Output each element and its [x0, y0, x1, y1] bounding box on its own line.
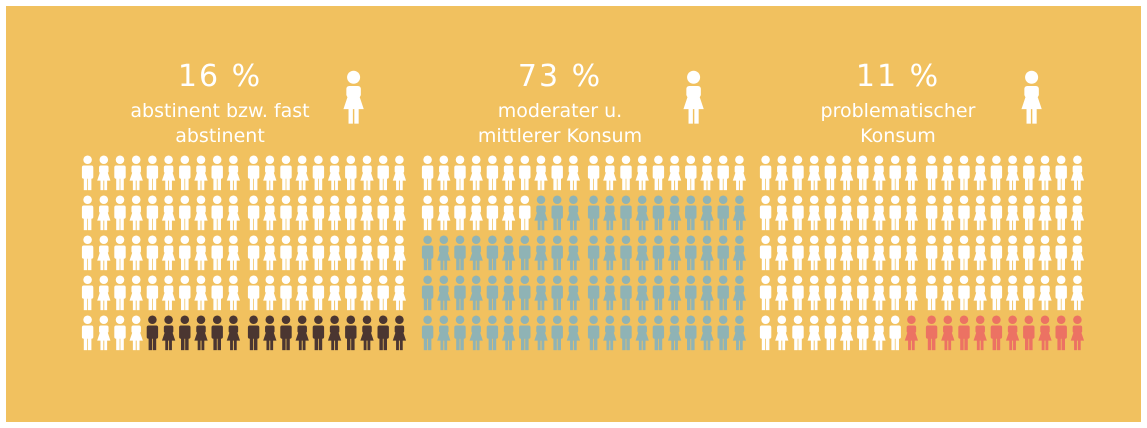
panel: 16 % abstinent bzw. fast abstinent — [81, 59, 407, 351]
category-label: abstinent — [175, 125, 265, 147]
category-label: abstinent bzw. fast — [130, 100, 309, 122]
percent-label: 73 % — [518, 59, 602, 94]
panel: 11 % problematischer Konsum — [759, 59, 1085, 351]
category-label: mittlerer Konsum — [478, 125, 642, 147]
category-label: problematischer — [821, 100, 976, 122]
panel: 73 % moderater u. mittlerer Konsum — [421, 59, 747, 351]
percent-label: 16 % — [178, 59, 262, 94]
category-label: Konsum — [860, 125, 936, 147]
category-label: moderater u. — [498, 100, 622, 122]
percent-label: 11 % — [856, 59, 940, 94]
